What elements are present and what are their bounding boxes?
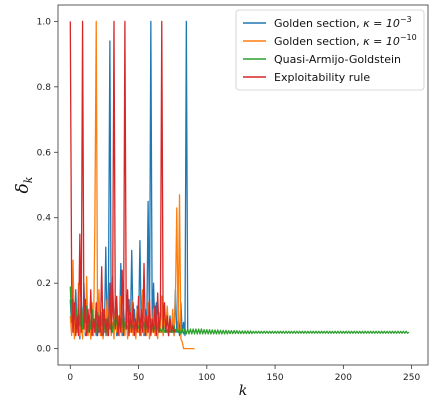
y-tick-label: 1.0	[37, 17, 52, 27]
legend-entry-label: Exploitability rule	[274, 71, 370, 84]
legend-entry-exponent: −10	[400, 33, 417, 42]
x-tick-label: 150	[266, 373, 283, 383]
legend-box	[235, 9, 425, 91]
x-tick-label: 100	[198, 373, 215, 383]
y-tick-label: 0.6	[37, 148, 52, 158]
x-tick-label: 50	[133, 373, 145, 383]
y-tick-label: 0.0	[37, 345, 52, 355]
legend-entry-label: Golden section, κ = 10−10	[274, 33, 417, 48]
y-axis-label: δk	[13, 176, 35, 193]
x-axis: 0 50 100 150 200 250	[67, 365, 420, 383]
legend-entry-name: Exploitability rule	[274, 71, 370, 84]
legend-entry-name: Quasi-Armijo-Goldstein	[274, 53, 401, 66]
x-tick-label: 200	[335, 373, 352, 383]
y-tick-label: 0.2	[37, 279, 51, 289]
legend-entry-name: Golden section,	[274, 17, 363, 30]
legend-entry-exponent: −3	[400, 15, 412, 24]
y-tick-label: 0.4	[37, 214, 52, 224]
legend-entry-name: Golden section,	[274, 35, 363, 48]
x-tick-label: 0	[67, 373, 73, 383]
legend-entry-math: κ = 10	[363, 17, 400, 30]
legend-entry-math: κ = 10	[363, 35, 400, 48]
y-axis-label-subscript: k	[22, 176, 35, 183]
plot-frame	[57, 4, 429, 366]
x-tick-label: 250	[403, 373, 420, 383]
x-axis-label: k	[239, 383, 247, 397]
series-layer	[69, 20, 410, 350]
y-axis-label-main: δ	[13, 183, 33, 193]
legend-entry-label: Golden section, κ = 10−3	[274, 15, 412, 30]
legend-entry-label: Quasi-Armijo-Goldstein	[274, 53, 401, 66]
series-line-4	[69, 20, 177, 337]
y-tick-label: 0.8	[37, 83, 52, 93]
y-axis: 0.0 0.2 0.4 0.6 0.8 1.0	[37, 17, 58, 355]
